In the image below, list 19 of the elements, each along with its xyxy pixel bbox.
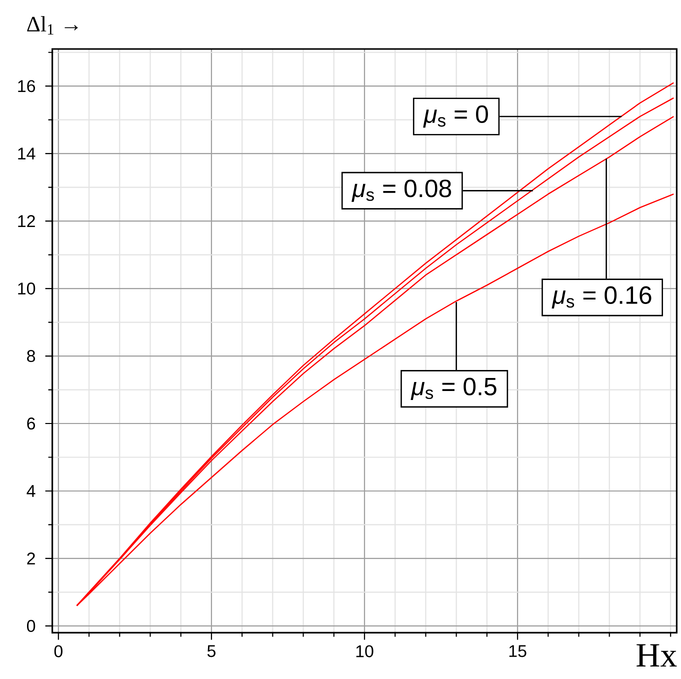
y-tick-label: 6 bbox=[27, 417, 36, 430]
x-tick-label: 5 bbox=[207, 645, 216, 658]
x-axis-title: Hx bbox=[636, 644, 677, 666]
y-tick-label: 0 bbox=[27, 620, 36, 632]
y-tick-label: 16 bbox=[18, 80, 36, 92]
x-tick-label: 0 bbox=[54, 645, 62, 658]
annotation: μ$_{s}$ = 0.5 bbox=[410, 378, 496, 400]
y-tick-label: 2 bbox=[27, 552, 35, 564]
y-tick-label: 12 bbox=[18, 215, 35, 228]
y-tick-label: 14 bbox=[18, 148, 36, 160]
y-axis-title: Δl$_{1}$ → bbox=[27, 16, 78, 34]
y-tick-label: 10 bbox=[18, 282, 36, 295]
annotation: μ$_{s}$ = 0.08 bbox=[352, 180, 452, 202]
x-tick-label: 15 bbox=[509, 645, 526, 658]
annotation: μ$_{s}$ = 0 bbox=[423, 105, 488, 128]
annotation: μ$_{s}$ = 0.16 bbox=[552, 286, 652, 309]
x-tick-label: 10 bbox=[356, 645, 374, 658]
y-tick-label: 8 bbox=[27, 350, 36, 362]
y-tick-label: 4 bbox=[26, 485, 36, 497]
